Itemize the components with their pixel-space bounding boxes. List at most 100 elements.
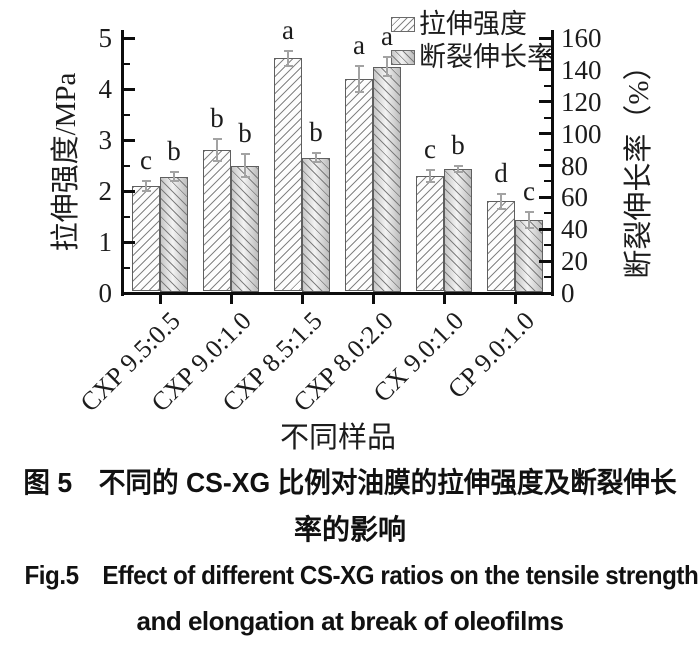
- error-bar: [358, 66, 360, 92]
- legend-item-tensile: 拉伸强度: [391, 8, 554, 41]
- error-bar-cap: [240, 153, 250, 156]
- error-bar: [216, 138, 218, 162]
- error-bar: [287, 50, 289, 67]
- y-tick-label-left: 3: [98, 125, 113, 155]
- y-tick-label-right: 120: [561, 86, 602, 117]
- x-axis-line: [120, 291, 554, 295]
- error-bar-cap: [354, 90, 364, 93]
- elongation-bar: [373, 66, 401, 292]
- y-tick-label-left: 0: [98, 278, 113, 308]
- significance-letter: b: [451, 129, 465, 160]
- tensile-bar: [345, 78, 373, 292]
- error-bar-cap: [311, 151, 321, 154]
- y-tick-left: [123, 189, 135, 193]
- y-axis-right-line: [550, 30, 554, 296]
- error-bar-cap: [141, 179, 151, 182]
- error-bar-cap: [283, 49, 293, 52]
- legend-item-elongation: 断裂伸长率: [391, 41, 554, 74]
- y-tick-left: [123, 36, 135, 40]
- x-axis-title: 不同样品: [280, 422, 397, 454]
- y-axis-left-line: [120, 30, 124, 296]
- significance-letter: b: [309, 116, 323, 147]
- y-minor-tick-right: [544, 212, 551, 215]
- y-tick-left: [123, 87, 135, 91]
- y-minor-tick-right: [544, 276, 551, 279]
- significance-letter: d: [494, 157, 508, 188]
- caption-cn-line1: 图 5 不同的 CS-XG 比例对油膜的拉伸强度及断裂伸长: [23, 467, 677, 498]
- error-bar-cap: [453, 164, 463, 167]
- error-bar: [528, 211, 530, 228]
- y-tick-right: [539, 291, 551, 295]
- y-tick-label-right: 100: [561, 118, 602, 149]
- x-tick: [229, 295, 233, 304]
- error-bar: [500, 193, 502, 209]
- error-bar-cap: [524, 226, 534, 229]
- y-minor-tick-right: [544, 180, 551, 183]
- x-tick: [513, 295, 517, 304]
- y-tick-label-right: 140: [561, 54, 602, 85]
- y-minor-tick-right: [544, 84, 551, 87]
- tensile-bar: [132, 185, 160, 292]
- y-tick-right: [539, 227, 551, 231]
- y-minor-tick-left: [123, 164, 130, 167]
- legend: 拉伸强度 断裂伸长率: [391, 8, 554, 74]
- error-bar: [429, 169, 431, 182]
- y-minor-tick-left: [123, 266, 130, 269]
- y-tick-right: [539, 36, 551, 40]
- error-bar: [315, 152, 317, 163]
- y-tick-right: [539, 195, 551, 199]
- error-bar-cap: [453, 170, 463, 173]
- y-minor-tick-left: [123, 215, 130, 218]
- y-minor-tick-left: [123, 113, 130, 116]
- y-tick-label-right: 160: [561, 23, 602, 53]
- error-bar-cap: [212, 160, 222, 163]
- x-tick: [158, 295, 162, 304]
- y-tick-label-right: 20: [561, 246, 588, 277]
- y-tick-right: [539, 132, 551, 136]
- tensile-bar: [416, 175, 444, 292]
- legend-swatch-tensile-icon: [391, 17, 415, 32]
- elongation-bar: [160, 176, 188, 292]
- significance-letter: a: [282, 14, 294, 45]
- y-minor-tick-right: [544, 148, 551, 151]
- y-tick-label-right: 40: [561, 214, 588, 245]
- error-bar-cap: [169, 180, 179, 183]
- significance-letter: a: [353, 30, 365, 61]
- error-bar: [173, 171, 175, 182]
- error-bar-cap: [354, 65, 364, 68]
- caption-cn-line2: 率的影响: [293, 514, 406, 545]
- elongation-bar: [231, 165, 259, 292]
- y-tick-label-left: 4: [98, 74, 113, 104]
- error-bar: [145, 180, 147, 191]
- error-bar-cap: [382, 56, 392, 59]
- caption-en-line2: and elongation at break of oleofilms: [136, 606, 564, 636]
- error-bar-cap: [169, 170, 179, 173]
- y-minor-tick-right: [544, 116, 551, 119]
- significance-letter: c: [140, 144, 152, 175]
- y-minor-tick-left: [123, 62, 130, 65]
- legend-swatch-elongation-icon: [391, 50, 415, 65]
- y-tick-label-left: 1: [98, 227, 113, 257]
- significance-letter: c: [424, 133, 436, 164]
- caption-en-line1: Fig.5 Effect of different CS-XG ratios o…: [24, 560, 699, 590]
- error-bar-cap: [141, 190, 151, 192]
- error-bar-cap: [425, 180, 435, 183]
- x-tick: [442, 295, 446, 304]
- error-bar-cap: [524, 210, 534, 213]
- significance-letter: b: [210, 102, 224, 133]
- y-tick-left: [123, 291, 135, 295]
- error-bar-cap: [212, 137, 222, 140]
- y-minor-tick-right: [544, 52, 551, 55]
- error-bar-cap: [496, 207, 506, 210]
- error-bar-cap: [425, 168, 435, 171]
- significance-letter: b: [238, 118, 252, 149]
- x-tick: [371, 295, 375, 304]
- elongation-bar: [302, 157, 330, 292]
- significance-letter: b: [167, 135, 181, 166]
- x-tick: [300, 295, 304, 304]
- y-tick-right: [539, 100, 551, 104]
- error-bar-cap: [382, 75, 392, 78]
- tensile-bar: [274, 58, 302, 292]
